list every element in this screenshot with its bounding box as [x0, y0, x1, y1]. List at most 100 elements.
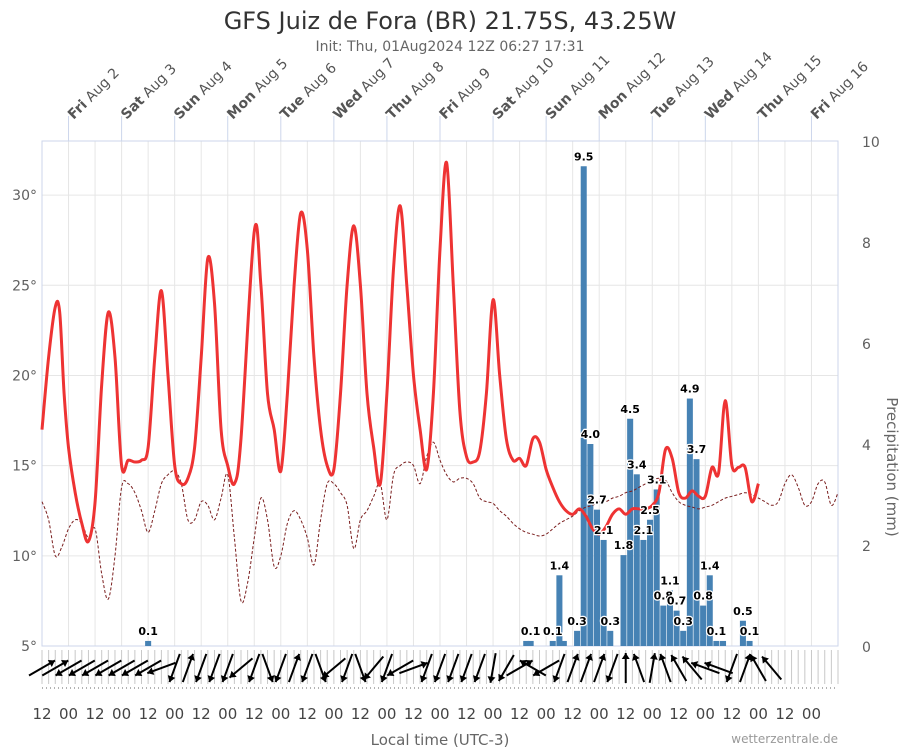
wind-arrow	[94, 659, 122, 677]
day-label-date: Aug 8	[404, 59, 447, 102]
x-tick-label: 00	[112, 705, 131, 723]
x-tick-label: 00	[377, 705, 396, 723]
x-tick-label: 12	[32, 705, 51, 723]
wind-arrow	[81, 659, 109, 677]
precipitation-bar	[739, 620, 746, 646]
wind-arrow	[459, 653, 473, 683]
day-label-date: Aug 13	[668, 54, 718, 104]
precipitation-bar	[647, 519, 654, 646]
x-tick-label: 12	[563, 705, 582, 723]
precipitation-data-label: 1.8	[614, 539, 634, 552]
precipitation-data-label: 1.4	[700, 559, 720, 572]
wind-arrow	[287, 653, 301, 683]
precipitation-bar	[746, 640, 753, 646]
wind-arrow	[220, 653, 234, 683]
y-right-tick-label: 8	[862, 236, 871, 252]
precipitation-bar	[680, 630, 687, 646]
wind-arrow	[532, 659, 560, 677]
wind-arrow-head	[744, 653, 752, 661]
wind-arrow-head	[300, 675, 309, 683]
chart-subtitle: Init: Thu, 01Aug2024 12Z 06:27 17:31	[316, 39, 585, 55]
x-axis-title: Local time (UTC-3)	[371, 731, 510, 749]
precipitation-data-label: 3.4	[627, 458, 647, 471]
wind-arrow-head	[750, 655, 758, 663]
wind-arrow-head	[207, 675, 216, 683]
wind-arrow	[506, 659, 534, 677]
wind-arrow	[670, 654, 688, 682]
precipitation-bar	[527, 640, 534, 646]
wind-arrow	[68, 659, 96, 677]
x-tick-label: 00	[484, 705, 503, 723]
wind-arrow	[108, 659, 136, 677]
precipitation-data-label: 2.5	[640, 504, 660, 517]
y-left-tick-label: 15°	[12, 459, 37, 475]
y-left-tick-label: 30°	[12, 188, 37, 204]
precipitation-bar	[580, 166, 587, 646]
y-left-tick-label: 10°	[12, 549, 37, 565]
x-tick-label: 12	[298, 705, 317, 723]
precipitation-bar	[627, 418, 634, 646]
wind-arrow-head	[762, 656, 769, 664]
wind-arrow-head	[598, 653, 607, 661]
wind-arrow	[632, 653, 646, 683]
wind-arrow-head	[273, 675, 282, 683]
precipitation-data-label: 4.9	[680, 383, 700, 396]
precipitation-data-label: 0.3	[673, 615, 693, 628]
precipitation-bar	[713, 640, 720, 646]
dewpoint-line	[41, 441, 839, 604]
precipitation-data-label: 2.1	[634, 524, 654, 537]
wind-arrow	[41, 659, 69, 677]
wind-arrow	[761, 655, 783, 681]
wind-arrow	[181, 653, 195, 683]
precipitation-bar	[700, 605, 707, 646]
wind-arrow-head	[487, 676, 496, 683]
wind-arrow-head	[95, 669, 103, 676]
wind-arrow-head	[704, 661, 712, 669]
day-label-date: Aug 7	[355, 55, 398, 98]
wind-arrow-head	[533, 669, 541, 676]
day-label: Fri Aug 2	[65, 65, 123, 123]
wind-arrow-head	[420, 661, 428, 669]
precipitation-data-label: 0.1	[138, 625, 158, 638]
day-label-date: Aug 9	[451, 65, 494, 108]
precipitation-bar	[620, 555, 627, 646]
x-tick-label: 00	[165, 705, 184, 723]
wind-arrow-head	[380, 675, 388, 683]
x-tick-label: 12	[139, 705, 158, 723]
wind-arrow	[321, 657, 347, 679]
wind-arrow-head	[68, 669, 77, 676]
precipitation-data-label: 0.5	[733, 605, 753, 618]
wind-arrow	[750, 654, 767, 682]
wind-arrow-head	[632, 653, 640, 661]
wind-arrow	[300, 653, 314, 683]
x-tick-label: 12	[192, 705, 211, 723]
y-axis-right-title: Precipitation (mm)	[883, 397, 900, 536]
wind-arrow	[593, 653, 607, 683]
precipitation-bar	[560, 640, 567, 646]
precipitation-data-label: 2.1	[594, 524, 614, 537]
x-tick-label: 00	[324, 705, 343, 723]
wind-arrow	[228, 657, 254, 679]
temperature-line	[40, 161, 760, 544]
x-tick-label: 00	[218, 705, 237, 723]
day-label-date: Aug 15	[776, 52, 826, 102]
wind-arrow-head	[649, 653, 658, 660]
y-left-tick-label: 20°	[12, 368, 37, 384]
precipitation-data-label: 9.5	[574, 150, 594, 163]
wind-arrow	[134, 659, 162, 677]
chart-title: GFS Juiz de Fora (BR) 21.75S, 43.25W	[224, 7, 677, 35]
precipitation-bar	[556, 575, 563, 646]
wind-arrow	[28, 659, 56, 677]
day-label-date: Aug 10	[508, 55, 558, 105]
x-tick-label: 12	[775, 705, 794, 723]
wind-arrow-head	[552, 675, 561, 683]
wind-arrow	[194, 653, 208, 683]
wind-arrow	[739, 653, 752, 683]
precipitation-bar	[673, 610, 680, 646]
day-label-date: Aug 5	[248, 56, 291, 99]
precipitation-bar	[693, 459, 700, 646]
y-right-tick-label: 6	[862, 337, 871, 353]
day-label-date: Aug 4	[192, 58, 235, 101]
